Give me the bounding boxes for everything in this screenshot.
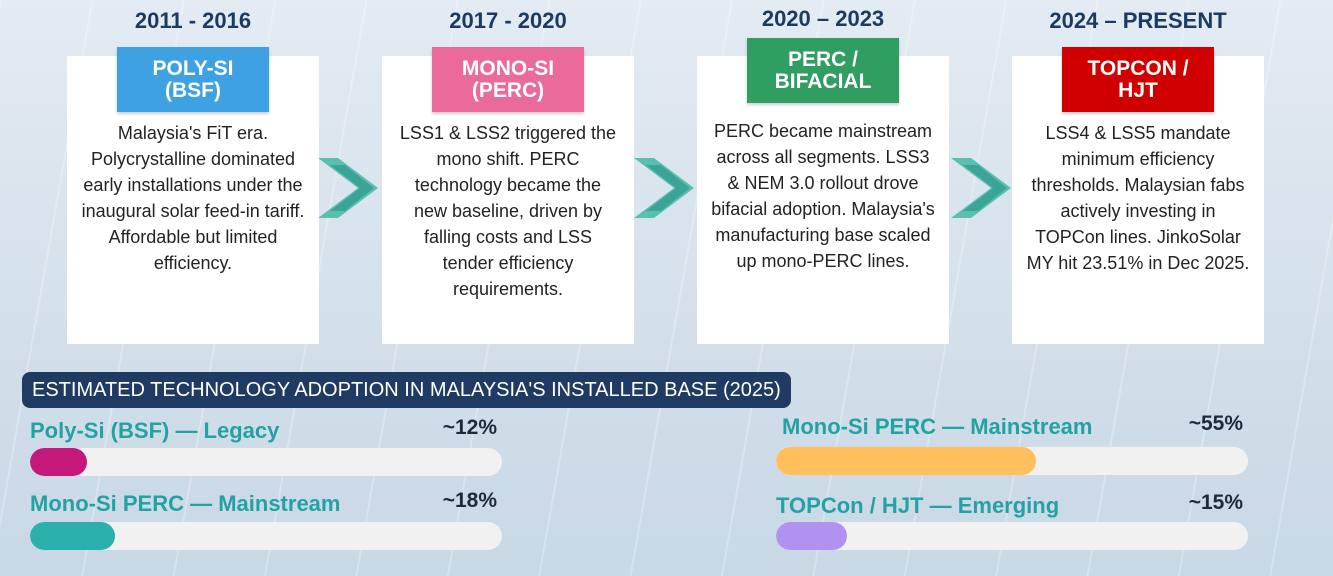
badge: PERC / BIFACIAL (747, 38, 899, 103)
bar-track (30, 448, 502, 476)
badge-text: MONO-SI (461, 56, 555, 80)
badge: POLY-SI (BSF) (117, 47, 269, 112)
period-label: 2017 - 2020 (449, 8, 567, 33)
bar-value-label: ~15% (1188, 491, 1243, 514)
badge-text: BIFACIAL (774, 69, 872, 93)
badge-text: POLY-SI (152, 56, 234, 80)
arrow (634, 158, 694, 218)
bar-track (776, 447, 1248, 475)
card-description: PERC became mainstream across all segmen… (711, 121, 935, 271)
section-title: ESTIMATED TECHNOLOGY ADOPTION IN MALAYSI… (22, 372, 791, 408)
card-description: LSS1 & LSS2 triggered the mono shift. PE… (399, 123, 617, 299)
bar-label: Mono-Si PERC — Mainstream (782, 414, 1093, 439)
bar (776, 447, 1036, 475)
bar-label: Poly-Si (BSF) — Legacy (30, 418, 280, 443)
period-label: 2024 – PRESENT (1049, 8, 1227, 33)
bar-value-label: ~12% (442, 416, 497, 439)
card: PERC became mainstream across all segmen… (697, 56, 949, 344)
bar-value-label: ~55% (1188, 412, 1243, 435)
bar-track (776, 522, 1248, 550)
bar-value-label: ~18% (442, 489, 497, 512)
arrow (318, 158, 378, 218)
badge-text: PERC / (787, 47, 858, 71)
badge-text: (PERC) (471, 78, 545, 102)
card: Malaysia's FiT era. Polycrystalline domi… (67, 56, 319, 344)
arrow (951, 158, 1011, 218)
period-label: 2011 - 2016 (134, 8, 252, 33)
card-description: LSS4 & LSS5 mandate minimum efficiency t… (1026, 123, 1250, 273)
bar (776, 522, 847, 550)
bar-label: TOPCon / HJT — Emerging (776, 493, 1060, 518)
bar-track (30, 522, 502, 550)
badge-text: HJT (1118, 78, 1158, 102)
badge: MONO-SI (PERC) (432, 47, 584, 112)
bar-label: Mono-Si PERC — Mainstream (30, 491, 341, 516)
period-label: 2020 – 2023 (761, 6, 885, 31)
card-description: Malaysia's FiT era. Polycrystalline domi… (81, 123, 305, 273)
badge: TOPCON / HJT (1062, 47, 1214, 112)
bar (30, 448, 87, 476)
bar (30, 522, 115, 550)
badge-text: (BSF) (165, 78, 221, 102)
badge-text: TOPCON / (1087, 56, 1189, 80)
